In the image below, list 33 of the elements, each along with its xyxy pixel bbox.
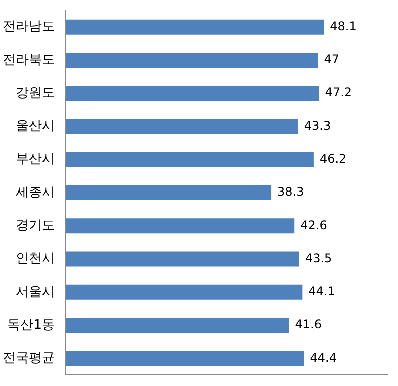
bar (66, 218, 295, 234)
y-tick-label: 전국평균 (3, 351, 55, 366)
bar (66, 20, 324, 35)
data-label: 43.3 (304, 118, 332, 133)
bar (66, 284, 303, 300)
y-tick-label: 세종시 (16, 185, 55, 200)
data-label: 48.1 (330, 19, 357, 34)
bar (66, 152, 314, 168)
bar (66, 86, 320, 102)
data-label: 47.2 (325, 86, 352, 100)
y-tick-label: 강원도 (16, 86, 55, 101)
bar (66, 119, 298, 134)
y-tick-label: 경기도 (16, 218, 55, 234)
y-tick-label: 전라북도 (3, 52, 55, 68)
y-tick-label: 서울시 (16, 284, 55, 300)
bar (66, 186, 272, 200)
data-label: 46.2 (320, 152, 347, 166)
data-label: 38.3 (278, 185, 304, 200)
bar (66, 53, 318, 68)
bar (66, 318, 290, 333)
data-label: 43.5 (305, 251, 332, 266)
bar (66, 351, 304, 366)
data-label: 41.6 (295, 318, 322, 332)
y-tick-label: 울산시 (16, 119, 55, 134)
y-tick-label: 부산시 (16, 152, 55, 168)
bar (66, 252, 300, 267)
y-tick-label: 독산1동 (8, 318, 55, 333)
data-label: 47 (324, 52, 340, 67)
y-tick-label: 인천시 (16, 252, 55, 267)
y-tick-label: 전라남도 (3, 20, 55, 35)
data-label: 44.1 (308, 284, 336, 299)
data-label: 44.4 (310, 350, 337, 365)
data-label: 42.6 (300, 218, 328, 232)
